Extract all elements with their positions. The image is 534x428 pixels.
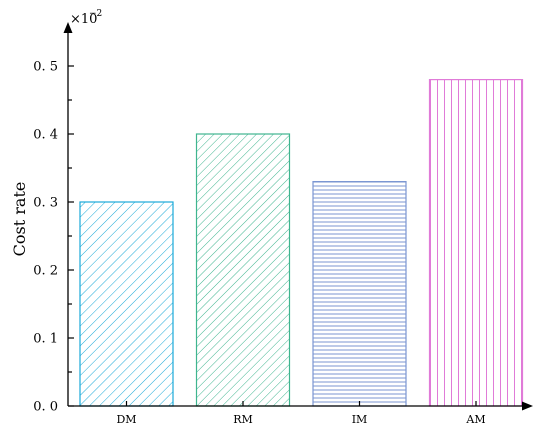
- bar-rm: [195, 133, 291, 407]
- x-labels-group: DM RM IM AM: [116, 401, 486, 426]
- bars-group: [79, 78, 524, 407]
- bar-dm: [79, 201, 174, 407]
- y-multiplier-exponent: −2: [89, 9, 102, 19]
- y-ticks-group: 0. 0 0. 1 0. 2 0. 3 0. 4 0. 5: [33, 60, 74, 415]
- x-axis-arrow: [522, 401, 533, 411]
- y-axis-title: Cost rate: [10, 182, 29, 257]
- bar-am: [428, 78, 524, 407]
- y-tick-label: 0. 3: [33, 196, 58, 211]
- y-tick-label: 0. 5: [33, 60, 58, 75]
- y-tick-label: 0. 1: [33, 332, 58, 347]
- x-category-label-am: AM: [465, 413, 485, 426]
- y-axis-arrow: [63, 22, 73, 33]
- y-tick-label: 0. 2: [33, 264, 58, 279]
- y-tick-label: 0. 4: [33, 128, 58, 143]
- y-multiplier: ×10 −2: [70, 9, 102, 27]
- x-category-label-dm: DM: [116, 413, 136, 426]
- bar-im: [312, 181, 407, 407]
- y-tick-label: 0. 0: [33, 400, 58, 415]
- x-category-label-im: IM: [352, 413, 368, 426]
- x-category-label-rm: RM: [233, 413, 253, 426]
- y-multiplier-base: ×10: [70, 12, 97, 27]
